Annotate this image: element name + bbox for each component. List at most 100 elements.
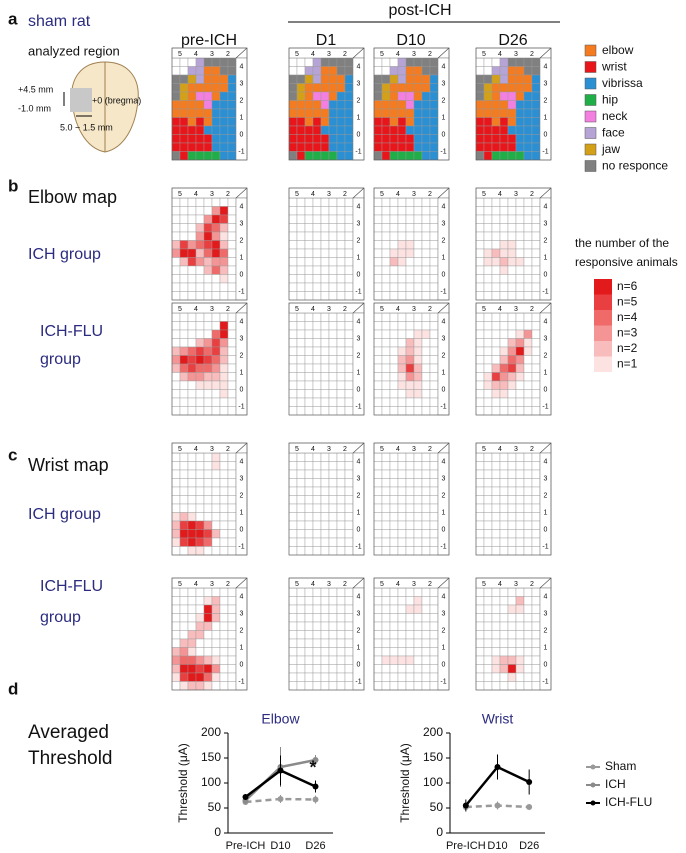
map-cell <box>523 621 533 631</box>
map-cell <box>499 274 509 284</box>
map-cell <box>288 108 298 118</box>
map-cell <box>523 197 533 207</box>
map-cell <box>179 134 189 144</box>
map-cell <box>373 57 383 67</box>
map-cell <box>475 630 485 640</box>
map-cell <box>288 672 298 682</box>
map-cell <box>429 461 439 471</box>
map-cell <box>171 248 181 258</box>
panel-label: a <box>8 9 18 28</box>
row-label: 4 <box>240 63 244 70</box>
map-cell <box>397 681 407 691</box>
map-cell <box>344 512 354 522</box>
map-cell <box>304 495 314 505</box>
map-cell <box>491 512 501 522</box>
map-cell <box>195 503 205 513</box>
map-frame <box>475 302 552 416</box>
map-cell <box>336 282 346 292</box>
map-cell <box>179 312 189 322</box>
map-cell <box>499 664 509 674</box>
legend-marker <box>590 800 596 806</box>
map-cell <box>288 520 298 530</box>
map-cell <box>491 638 501 648</box>
map-cell <box>523 346 533 356</box>
map-cell <box>507 214 517 224</box>
map-cell <box>373 329 383 339</box>
map-cell <box>381 630 391 640</box>
row-label: 2 <box>544 97 548 104</box>
corner-slash <box>437 302 450 314</box>
map-cell <box>413 529 423 539</box>
col-label: 3 <box>412 191 416 198</box>
map-cell <box>187 486 197 496</box>
map-cell <box>304 638 314 648</box>
map-cell <box>227 495 237 505</box>
map-cell <box>421 621 431 631</box>
map-cell <box>381 469 391 479</box>
map-cell <box>312 664 322 674</box>
map-cell <box>507 338 517 348</box>
map-cell <box>227 406 237 416</box>
map-cell <box>515 100 525 110</box>
map-cell <box>211 214 221 224</box>
map-cell <box>429 537 439 547</box>
map-cell <box>227 389 237 399</box>
map-cell <box>515 282 525 292</box>
col-label: 3 <box>514 191 518 198</box>
map-cell <box>171 604 181 614</box>
map-cell <box>413 672 423 682</box>
map-cell <box>515 223 525 233</box>
map-side <box>437 312 450 416</box>
map-cell <box>187 142 197 152</box>
map-cell <box>389 546 399 556</box>
map-cell <box>413 91 423 101</box>
map-cell <box>344 312 354 322</box>
scale-swatch <box>594 356 612 372</box>
col-label: 2 <box>226 191 230 198</box>
map-cell <box>373 389 383 399</box>
map-cell <box>179 681 189 691</box>
map-cell <box>397 372 407 382</box>
map-frame <box>475 47 552 161</box>
map-cell <box>429 91 439 101</box>
map-cell <box>405 495 415 505</box>
map-cell <box>405 338 415 348</box>
map-cell <box>381 452 391 462</box>
map-cell <box>296 197 306 207</box>
map-cell <box>499 214 509 224</box>
map-cell <box>304 587 314 597</box>
map-cell <box>381 197 391 207</box>
col-label: 4 <box>194 51 198 58</box>
map-cell <box>389 529 399 539</box>
map-cell <box>211 486 221 496</box>
map-cell <box>507 74 517 84</box>
map-cell <box>211 66 221 76</box>
map-cell <box>304 338 314 348</box>
map-cell <box>219 248 229 258</box>
map-cell <box>397 125 407 135</box>
map-cell <box>405 240 415 250</box>
map-cell <box>328 74 338 84</box>
map-cell <box>304 621 314 631</box>
map-cell <box>531 512 541 522</box>
map-cell <box>203 604 213 614</box>
map-cell <box>328 355 338 365</box>
map-cell <box>491 469 501 479</box>
map-cell <box>397 151 407 161</box>
col-label: 3 <box>210 306 214 313</box>
col-label: 5 <box>380 306 384 313</box>
map-cell <box>373 282 383 292</box>
map-cell <box>195 452 205 462</box>
map-cell <box>179 604 189 614</box>
map-cell <box>475 469 485 479</box>
map-cell <box>328 57 338 67</box>
map-cell <box>491 321 501 331</box>
map-cell <box>389 291 399 301</box>
map-cell <box>507 291 517 301</box>
map-cell <box>203 248 213 258</box>
map-cell <box>304 363 314 373</box>
map-cell <box>397 338 407 348</box>
row-label: -1 <box>542 148 548 155</box>
col-label: 5 <box>178 446 182 453</box>
row-label: 4 <box>544 318 548 325</box>
